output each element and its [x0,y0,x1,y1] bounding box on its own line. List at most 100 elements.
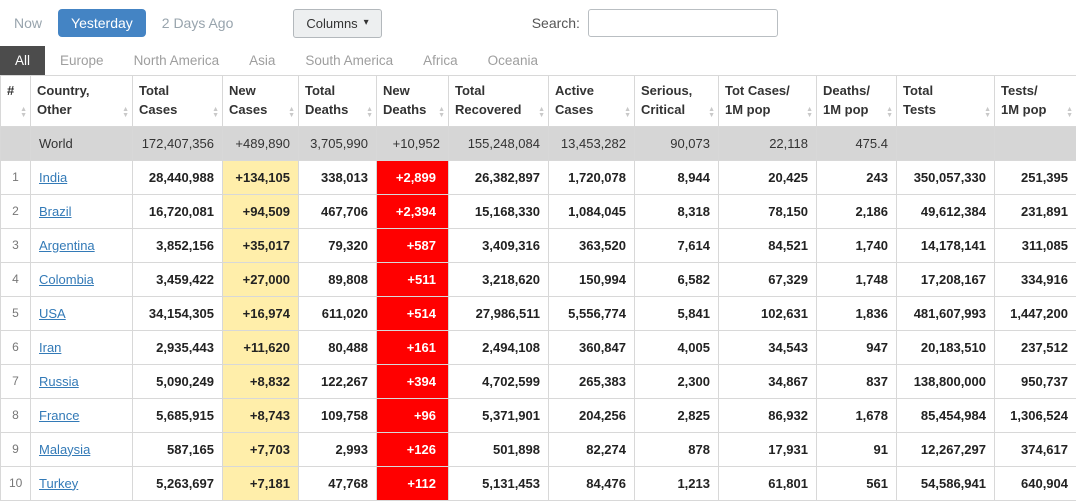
sort-icon[interactable]: ▲ ▼ [20,105,27,119]
search-label: Search: [531,15,580,31]
new-cases-cell: +35,017 [222,227,299,263]
total-cases-cell: 3,459,422 [132,261,223,297]
column-header-total-deaths[interactable]: Total Deaths ▲ ▼ [298,75,377,127]
country-link[interactable]: USA [39,305,66,321]
column-header-total-recovered[interactable]: Total Recovered ▲ ▼ [448,75,549,127]
column-header-tot-cases-1m[interactable]: Tot Cases/1M pop ▲ ▼ [718,75,817,127]
country-link[interactable]: Argentina [39,237,95,253]
new-cases-cell: +7,181 [222,465,299,501]
country-link[interactable]: France [39,407,80,423]
sort-icon[interactable]: ▲ ▼ [984,105,991,119]
country-link[interactable]: Iran [39,339,62,355]
tot-cases-1m-cell: 20,425 [718,159,817,195]
search-area: Search: [532,9,778,37]
total-recovered-cell: 3,218,620 [448,261,549,297]
column-header-total-cases[interactable]: Total Cases ▲ ▼ [132,75,223,127]
new-deaths-cell: +2,899 [376,159,449,195]
country-row: 9 Malaysia 587,165 +7,703 2,993 +126 501,898 82… [0,431,1076,467]
search-input[interactable] [587,9,778,37]
column-header-active-cases[interactable]: Active Cases ▲ ▼ [548,75,635,127]
sort-icon[interactable]: ▲ ▼ [886,105,893,119]
column-header-new-cases[interactable]: New Cases ▲ ▼ [222,75,299,127]
active-cases-cell: 13,453,282 [548,125,635,161]
total-deaths-cell: 80,488 [298,329,377,365]
country-link[interactable]: Colombia [39,271,94,287]
new-deaths-cell: +2,394 [376,193,449,229]
sort-icon[interactable]: ▲ ▼ [366,105,373,119]
sort-icon[interactable]: ▲ ▼ [438,105,445,119]
total-recovered-cell: 2,494,108 [448,329,549,365]
column-header-serious-critical[interactable]: Serious, Critical ▲ ▼ [634,75,719,127]
yesterday-button[interactable]: Yesterday [58,9,146,37]
deaths-1m-cell: 1,678 [816,397,897,433]
column-header-country[interactable]: Country, Other ▲ ▼ [30,75,133,127]
sort-icon[interactable]: ▲ ▼ [806,105,813,119]
country-link[interactable]: Brazil [39,203,72,219]
tests-1m-cell: 1,306,524 [994,397,1076,433]
country-cell: Brazil [30,193,133,229]
total-cases-cell: 587,165 [132,431,223,467]
country-link[interactable]: India [39,169,68,185]
new-cases-cell: +94,509 [222,193,299,229]
rank-cell: 3 [0,227,31,263]
columns-button[interactable]: Columns ▾ [293,8,382,38]
sort-icon[interactable]: ▲ ▼ [624,105,631,119]
tab-europe[interactable]: Europe [60,53,104,68]
total-recovered-cell: 4,702,599 [448,363,549,399]
total-recovered-cell: 27,986,511 [448,295,549,331]
total-tests-cell: 12,267,297 [896,431,995,467]
country-row: 4 Colombia 3,459,422 +27,000 89,808 +511 3,218… [0,261,1076,297]
sort-icon[interactable]: ▲ ▼ [538,105,545,119]
tot-cases-1m-cell: 86,932 [718,397,817,433]
column-header-new-deaths[interactable]: New Deaths ▲ ▼ [376,75,449,127]
total-recovered-cell: 5,371,901 [448,397,549,433]
country-cell: Iran [30,329,133,365]
tot-cases-1m-cell: 84,521 [718,227,817,263]
sort-icon[interactable]: ▲ ▼ [1066,105,1073,119]
column-header-total-tests[interactable]: Total Tests ▲ ▼ [896,75,995,127]
tests-1m-cell: 231,891 [994,193,1076,229]
country-cell: Turkey [30,465,133,501]
tab-asia[interactable]: Asia [249,53,276,68]
sort-icon[interactable]: ▲ ▼ [708,105,715,119]
sort-icon[interactable]: ▲ ▼ [122,105,129,119]
deaths-1m-cell: 1,748 [816,261,897,297]
now-button[interactable]: Now [14,15,43,31]
tot-cases-1m-cell: 102,631 [718,295,817,331]
tab-africa[interactable]: Africa [423,53,458,68]
active-cases-cell: 360,847 [548,329,635,365]
new-cases-cell: +27,000 [222,261,299,297]
country-cell: France [30,397,133,433]
rank-cell: 9 [0,431,31,467]
tests-1m-cell [994,125,1076,161]
caret-down-icon: ▾ [363,17,369,28]
columns-button-label: Columns [306,15,358,31]
sort-icon[interactable]: ▲ ▼ [288,105,295,119]
column-header-tests-1m[interactable]: Tests/1M pop ▲ ▼ [994,75,1076,127]
active-cases-cell: 82,274 [548,431,635,467]
serious-critical-cell: 8,318 [634,193,719,229]
sort-icon[interactable]: ▲ ▼ [212,105,219,119]
active-cases-cell: 150,994 [548,261,635,297]
tot-cases-1m-cell: 34,543 [718,329,817,365]
tab-south-america[interactable]: South America [305,53,394,68]
tab-north-america[interactable]: North America [133,53,220,68]
new-deaths-cell: +587 [376,227,449,263]
rank-cell [0,125,31,161]
country-link[interactable]: Russia [39,373,79,389]
tab-oceania[interactable]: Oceania [487,53,538,68]
two-days-ago-button[interactable]: 2 Days Ago [161,15,234,31]
total-cases-cell: 172,407,356 [132,125,223,161]
tests-1m-cell: 334,916 [994,261,1076,297]
country-cell: Russia [30,363,133,399]
tab-all[interactable]: All [0,46,46,75]
tests-1m-cell: 251,395 [994,159,1076,195]
column-header-deaths-1m[interactable]: Deaths/1M pop ▲ ▼ [816,75,897,127]
country-link[interactable]: Turkey [39,475,79,491]
new-deaths-cell: +511 [376,261,449,297]
total-cases-cell: 28,440,988 [132,159,223,195]
total-deaths-cell: 2,993 [298,431,377,467]
column-header-rank[interactable]: # ▲ ▼ [0,75,31,127]
deaths-1m-cell: 1,836 [816,295,897,331]
country-link[interactable]: Malaysia [39,441,91,457]
